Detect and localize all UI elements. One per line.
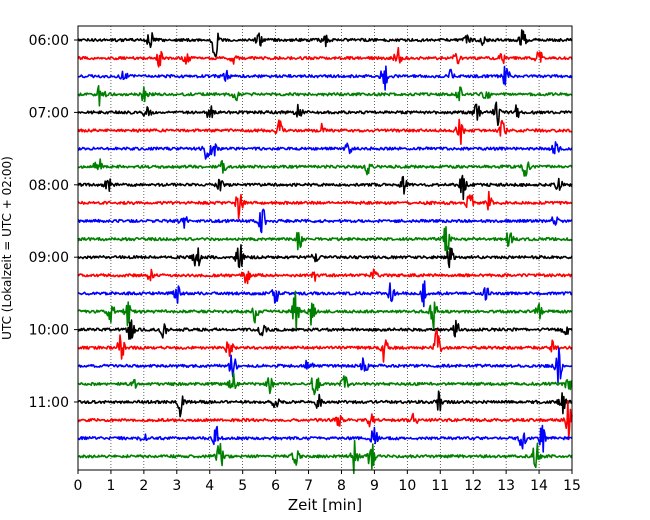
y-tick-label: 07:00 bbox=[29, 105, 69, 121]
seismic-trace bbox=[77, 226, 573, 255]
x-tick-label: 7 bbox=[304, 478, 313, 494]
seismic-traces bbox=[77, 29, 573, 475]
y-tick-label: 11:00 bbox=[29, 395, 69, 411]
seismic-trace bbox=[78, 439, 573, 475]
x-tick-label: 2 bbox=[139, 478, 148, 494]
seismic-trace bbox=[77, 280, 573, 308]
x-tick-label: 5 bbox=[238, 478, 247, 494]
seismic-trace bbox=[77, 400, 573, 441]
seismic-trace bbox=[77, 244, 573, 269]
x-tick-label: 13 bbox=[497, 478, 515, 494]
seismic-trace bbox=[77, 268, 573, 285]
x-tick-label: 4 bbox=[205, 478, 214, 494]
x-tick-label: 8 bbox=[337, 478, 346, 494]
seismic-trace bbox=[77, 390, 573, 418]
y-tick-label: 08:00 bbox=[29, 178, 69, 194]
x-tick-label: 10 bbox=[398, 478, 416, 494]
x-tick-label: 14 bbox=[530, 478, 548, 494]
y-axis-ticks: 06:00 07:00 08:00 09:00 10:00 11:00 bbox=[29, 33, 78, 411]
x-tick-label: 0 bbox=[74, 478, 83, 494]
seismic-trace bbox=[77, 329, 573, 363]
x-tick-label: 6 bbox=[271, 478, 280, 494]
x-tick-label: 1 bbox=[106, 478, 115, 494]
x-tick-label: 12 bbox=[464, 478, 482, 494]
x-tick-label: 9 bbox=[370, 478, 379, 494]
seismic-trace bbox=[77, 190, 573, 220]
seismic-trace bbox=[77, 347, 573, 384]
seismic-trace bbox=[77, 424, 573, 453]
seismic-trace bbox=[77, 371, 573, 396]
seismic-trace bbox=[77, 85, 573, 107]
seismic-trace bbox=[77, 141, 573, 160]
seismic-trace bbox=[77, 319, 573, 341]
seismic-trace bbox=[77, 29, 573, 58]
y-tick-label: 10:00 bbox=[29, 323, 69, 339]
seismic-trace bbox=[78, 65, 573, 91]
x-axis-label: Zeit [min] bbox=[288, 496, 362, 514]
seismic-trace bbox=[77, 46, 573, 68]
y-tick-label: 09:00 bbox=[29, 250, 69, 266]
vertical-gridlines bbox=[110, 26, 540, 470]
seismic-trace bbox=[77, 290, 573, 332]
x-tick-label: 3 bbox=[172, 478, 181, 494]
seismic-trace bbox=[77, 101, 573, 127]
x-axis-ticks: 0 1 2 3 4 5 6 7 8 9 10 11 12 13 14 15 bbox=[74, 470, 581, 494]
seismic-trace bbox=[77, 208, 573, 234]
seismic-trace bbox=[77, 174, 573, 201]
y-axis-label: UTC (Lokalzeit = UTC + 02:00) bbox=[0, 156, 14, 340]
y-tick-label: 06:00 bbox=[29, 33, 69, 49]
seismic-trace bbox=[77, 118, 573, 145]
plot-frame bbox=[77, 25, 573, 471]
seismic-trace bbox=[77, 158, 573, 177]
x-tick-label: 11 bbox=[431, 478, 449, 494]
x-tick-label: 15 bbox=[563, 478, 581, 494]
